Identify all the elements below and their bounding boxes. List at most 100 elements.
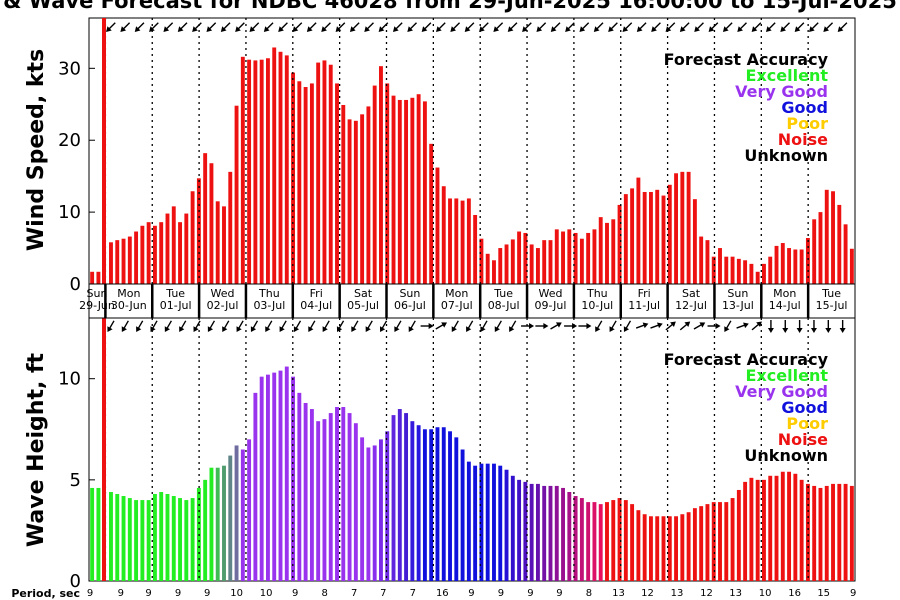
data-bar <box>272 372 277 581</box>
data-bar <box>774 475 779 581</box>
arrow-head <box>837 26 844 32</box>
arrow-head <box>379 326 386 333</box>
day-date: 03-Jul <box>253 299 285 312</box>
data-bar <box>253 60 258 285</box>
arrow-head <box>509 326 515 333</box>
data-bar <box>586 502 591 581</box>
data-bar <box>203 153 208 284</box>
arrow-head <box>593 26 600 32</box>
data-bar <box>278 370 283 581</box>
day-date: 02-Jul <box>207 299 239 312</box>
data-bar <box>448 198 452 284</box>
data-bar <box>561 231 565 284</box>
data-bar <box>228 455 233 581</box>
day-of-week: Sun <box>399 287 420 300</box>
direction-arrow <box>780 22 791 32</box>
period-value: 10 <box>230 588 243 599</box>
direction-arrow <box>192 22 202 32</box>
data-bar <box>667 516 672 581</box>
day-date: 05-Jul <box>347 299 379 312</box>
data-bar <box>711 256 716 284</box>
direction-arrow <box>407 22 418 32</box>
direction-arrow <box>451 320 459 333</box>
direction-arrow <box>535 323 549 329</box>
data-bar <box>510 239 515 284</box>
data-bar <box>96 271 101 284</box>
arrow-head <box>543 323 549 329</box>
period-value: 10 <box>759 588 772 599</box>
arrow-head <box>694 26 700 32</box>
data-bar <box>554 229 559 284</box>
arrow-head <box>722 26 729 32</box>
data-bar <box>366 447 371 581</box>
data-bar <box>623 500 628 581</box>
data-bar <box>96 487 101 581</box>
data-bar <box>297 392 302 581</box>
data-bar <box>454 437 459 581</box>
data-bar <box>291 376 296 581</box>
day-of-week: Sun <box>727 287 748 300</box>
data-bar <box>448 431 452 581</box>
data-bar <box>247 439 252 581</box>
arrow-head <box>206 26 213 32</box>
arrow-head <box>134 26 141 32</box>
data-bar <box>504 469 509 581</box>
data-bar <box>611 219 616 284</box>
arrow-head <box>278 26 284 32</box>
arrow-head <box>737 26 743 32</box>
data-bar <box>152 225 157 284</box>
data-bar <box>429 429 434 581</box>
day-of-week: Sun <box>87 287 108 300</box>
arrow-head <box>150 326 156 333</box>
day-of-week: Tue <box>165 287 185 300</box>
direction-arrow <box>349 22 360 32</box>
direction-arrow <box>250 320 259 333</box>
direction-arrow <box>365 320 373 333</box>
data-bar <box>441 186 446 284</box>
data-bar <box>768 256 773 284</box>
arrow-head <box>394 326 400 333</box>
day-date: 13-Jul <box>722 299 754 312</box>
legend-item: Poor <box>786 114 828 133</box>
data-bar <box>730 256 735 284</box>
data-bar <box>630 504 635 581</box>
y-tick-label: 10 <box>58 369 81 390</box>
data-bar <box>535 483 540 581</box>
data-bar <box>190 191 195 284</box>
data-bar <box>366 106 371 284</box>
arrow-head <box>794 26 801 32</box>
arrow-head <box>642 322 649 329</box>
direction-arrow <box>767 320 774 333</box>
direction-arrow <box>207 320 216 333</box>
direction-arrow <box>136 320 144 333</box>
data-bar <box>648 191 653 284</box>
day-of-week: Sat <box>682 287 701 300</box>
data-bar <box>460 449 465 581</box>
arrow-head <box>839 328 846 333</box>
data-bar <box>818 487 823 581</box>
data-bar <box>410 421 415 581</box>
data-bar <box>542 240 547 284</box>
data-bar <box>529 244 534 284</box>
day-of-week: Sat <box>354 287 373 300</box>
period-value: 9 <box>204 588 210 599</box>
data-bar <box>265 374 270 581</box>
arrow-head <box>809 26 815 32</box>
arrow-head <box>507 26 514 32</box>
period-value: 15 <box>817 588 830 599</box>
direction-arrow <box>493 22 504 32</box>
day-date: 08-Jul <box>488 299 520 312</box>
data-bar <box>422 429 427 581</box>
direction-arrow <box>177 22 188 32</box>
data-bar <box>115 240 120 284</box>
data-bar <box>222 465 226 581</box>
direction-arrow <box>608 22 618 32</box>
day-of-week: Fri <box>638 287 651 300</box>
data-bar <box>109 491 113 581</box>
direction-arrow <box>206 22 217 32</box>
arrow-head <box>207 326 214 333</box>
period-value: 7 <box>380 588 386 599</box>
period-value: 16 <box>788 588 801 599</box>
direction-arrow <box>635 322 649 329</box>
day-of-week: Tue <box>493 287 513 300</box>
